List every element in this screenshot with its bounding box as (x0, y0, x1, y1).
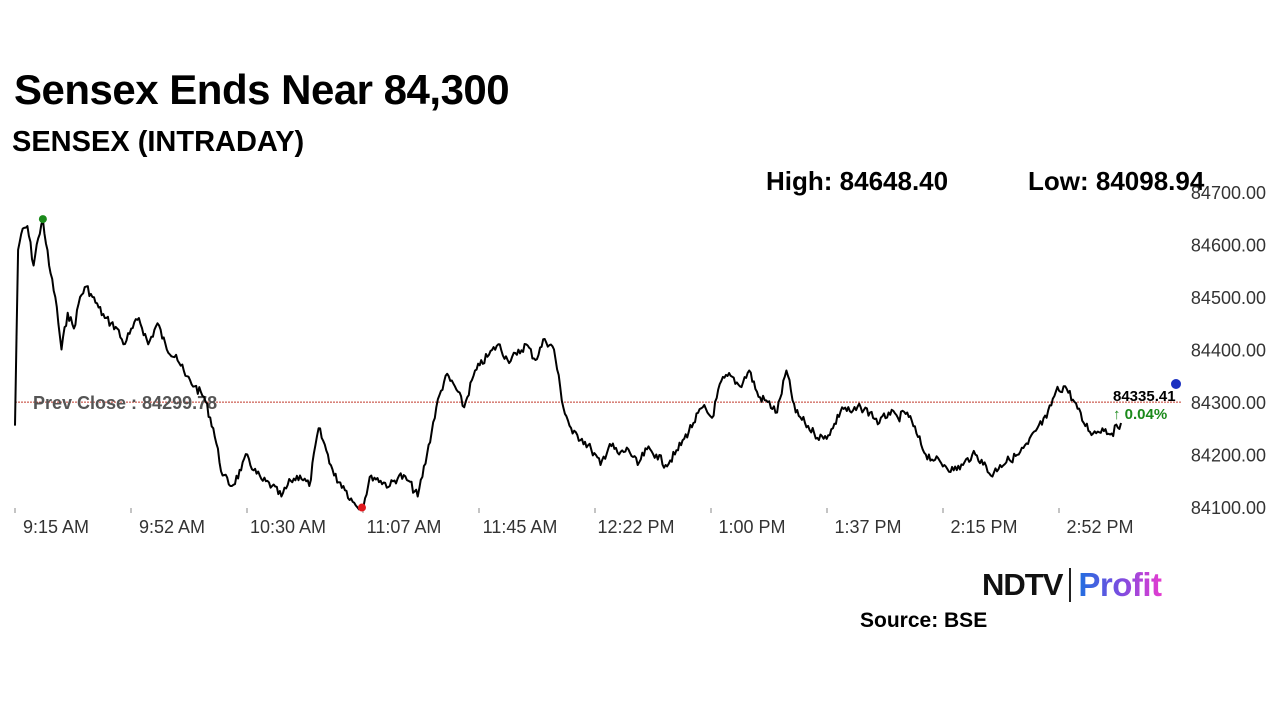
day-high-stat: High: 84648.40 (766, 166, 949, 196)
source-note: Source: BSE (860, 609, 988, 632)
logo-divider (1069, 568, 1072, 602)
x-tick-label: 12:22 PM (597, 517, 674, 537)
y-tick-label: 84700.00 (1191, 183, 1266, 203)
x-tick-label: 11:45 AM (483, 517, 558, 537)
x-tick-label: 9:52 AM (139, 517, 205, 537)
y-tick-label: 84200.00 (1191, 446, 1266, 466)
logo-profit-text: Profit (1078, 566, 1162, 603)
x-axis: 9:15 AM 9:52 AM 10:30 AM 11:07 AM 11:45 AM 12… (14, 508, 1134, 537)
ndtv-profit-logo: NDTV Profit (982, 563, 1162, 607)
y-axis: 84100.00 84200.00 84300.00 84400.00 84500.00… (1191, 183, 1266, 518)
y-tick-label: 84500.00 (1191, 288, 1266, 308)
y-tick-label: 84300.00 (1191, 393, 1266, 413)
chart-title: SENSEX (INTRADAY) (12, 126, 305, 158)
y-tick-label: 84100.00 (1191, 498, 1266, 518)
page-title: Sensex Ends Near 84,300 (14, 66, 510, 113)
prev-close-label: Prev Close : 84299.78 (33, 393, 217, 413)
x-tick-label: 9:15 AM (23, 517, 89, 537)
x-tick-label: 11:07 AM (367, 517, 442, 537)
low-point-marker (357, 503, 366, 512)
x-tick-label: 1:37 PM (834, 517, 901, 537)
series-line-sensex (14, 218, 1122, 511)
day-low-stat: Low: 84098.94 (1028, 166, 1205, 196)
last-point-marker (1171, 379, 1181, 389)
x-tick-label: 2:15 PM (950, 517, 1017, 537)
x-tick-label: 2:52 PM (1066, 517, 1133, 537)
logo-ndtv-text: NDTV (982, 567, 1063, 602)
y-tick-label: 84600.00 (1191, 236, 1266, 256)
y-tick-label: 84400.00 (1191, 341, 1266, 361)
x-tick-label: 1:00 PM (718, 517, 785, 537)
x-tick-label: 10:30 AM (250, 517, 326, 537)
last-value-label: 84335.41 (1113, 388, 1176, 405)
high-point-marker (38, 215, 47, 224)
last-change-label: ↑ 0.04% (1113, 406, 1167, 423)
